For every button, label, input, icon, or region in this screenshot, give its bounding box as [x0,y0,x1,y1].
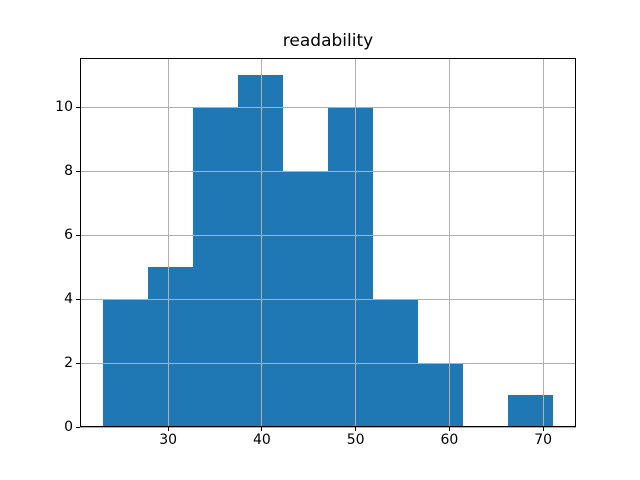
y-tick-label: 2 [64,354,73,371]
x-tick-mark [355,427,357,432]
x-gridline [448,57,450,428]
y-tick-label: 8 [64,162,73,179]
histogram-bar [507,395,553,428]
plot-area [80,57,576,428]
y-tick-label: 0 [64,418,73,435]
histogram-bar [147,267,193,428]
y-gridline [80,362,576,364]
y-gridline [80,234,576,236]
histogram-bar [417,363,463,428]
y-tick-label: 4 [64,290,73,307]
y-tick-mark [76,106,80,108]
x-tick-label: 60 [440,431,459,448]
x-tick-mark [542,427,544,432]
chart-title: readability [282,31,374,51]
y-tick-mark [76,426,80,428]
x-gridline [355,57,357,428]
y-gridline [80,170,576,172]
y-tick-mark [76,298,80,300]
y-tick-label: 6 [64,226,73,243]
x-tick-label: 30 [159,431,178,448]
x-tick-mark [167,427,169,432]
y-gridline [80,426,576,428]
x-tick-label: 40 [252,431,271,448]
y-tick-mark [76,170,80,172]
x-gridline [261,57,263,428]
histogram-bar [192,107,238,428]
x-gridline [167,57,169,428]
x-tick-mark [448,427,450,432]
x-tick-label: 70 [534,431,553,448]
x-gridline [542,57,544,428]
x-tick-label: 50 [346,431,365,448]
histogram-bar [237,75,283,428]
histogram-bar [327,107,373,428]
y-gridline [80,106,576,108]
y-tick-mark [76,362,80,364]
y-tick-mark [76,234,80,236]
y-tick-label: 10 [55,98,73,115]
x-tick-mark [261,427,263,432]
y-gridline [80,298,576,300]
